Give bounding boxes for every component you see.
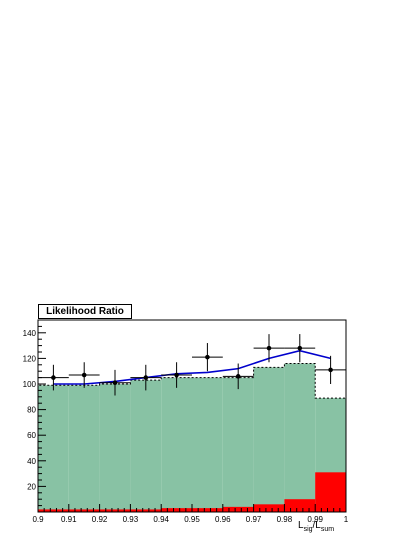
x-axis-ticks: 0.9 0.91 0.92 0.93 0.94 0.95 0.96 0.97 0.98 0.99 1: [32, 504, 349, 524]
signal-bar: [99, 509, 131, 512]
y-tick-label: 100: [23, 380, 37, 389]
signal-bar: [284, 499, 316, 512]
x-tick-label: 0.96: [215, 515, 231, 524]
x-tick-label: 0.91: [61, 515, 77, 524]
data-point: [205, 354, 210, 360]
x-axis-label-main: L: [298, 520, 304, 531]
data-point: [297, 345, 303, 351]
data-point: [266, 345, 272, 351]
y-tick-label: 140: [23, 329, 37, 338]
x-tick-label: 0.99: [307, 515, 323, 524]
background-bar: [161, 377, 192, 512]
signal-bar: [315, 472, 346, 512]
data-point: [51, 375, 56, 380]
chart-title: Likelihood Ratio: [38, 304, 132, 319]
data-point: [112, 380, 118, 386]
data-point: [174, 372, 179, 378]
y-axis-ticks: 20 40 60 80 100 120 140: [23, 325, 46, 507]
signal-bar: [38, 509, 69, 512]
background-outline: [37, 363, 347, 512]
background-bar: [68, 385, 100, 512]
data-point: [81, 372, 87, 378]
data-point: [328, 367, 333, 373]
signal-histogram: [38, 472, 346, 512]
x-axis-label-sub-sum: sum: [321, 526, 334, 533]
signal-bar: [130, 509, 162, 512]
x-tick-label: 0.92: [92, 515, 108, 524]
background-histogram: [37, 363, 347, 512]
background-bar: [130, 380, 162, 512]
x-tick-label: 1: [344, 515, 349, 524]
background-bar: [253, 367, 285, 512]
x-axis-label-slash: /L: [313, 520, 322, 531]
background-bar: [99, 384, 131, 512]
x-axis-label-sub-sig: sig: [304, 526, 313, 533]
signal-bar: [222, 506, 254, 512]
x-tick-label: 0.93: [123, 515, 139, 524]
y-tick-label: 20: [27, 482, 36, 491]
x-tick-label: 0.97: [246, 515, 262, 524]
background-bar: [284, 363, 316, 512]
background-bar: [192, 377, 223, 512]
signal-bar: [161, 508, 192, 512]
data-points: [38, 334, 346, 396]
y-tick-label: 120: [23, 354, 37, 363]
signal-bar: [253, 504, 285, 512]
x-tick-label: 0.98: [277, 515, 293, 524]
y-tick-label: 60: [27, 431, 36, 440]
x-tick-label: 0.95: [184, 515, 200, 524]
y-tick-label: 80: [27, 406, 36, 415]
data-point: [235, 374, 241, 379]
x-tick-label: 0.94: [153, 515, 169, 524]
x-tick-label: 0.9: [32, 515, 44, 524]
signal-bar: [68, 509, 100, 512]
data-point: [143, 375, 149, 380]
background-bar: [222, 377, 254, 512]
signal-bar: [192, 508, 223, 512]
background-bar: [38, 385, 69, 512]
x-axis-label: Lsig/Lsum: [298, 520, 334, 533]
y-tick-label: 40: [27, 457, 36, 466]
